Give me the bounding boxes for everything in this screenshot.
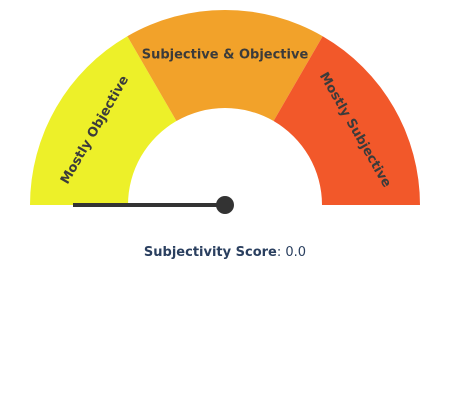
gauge-needle-hub [216, 196, 234, 214]
score-label: Subjectivity Score [143, 245, 277, 260]
segment-subjective-objective [127, 9, 323, 122]
segment-mostly-objective [30, 36, 177, 206]
segment-mostly-subjective [273, 36, 420, 206]
score-value: 0.0 [285, 245, 307, 260]
label-subjective-objective: Subjective & Objective [142, 48, 309, 63]
score-readout: Subjectivity Score: 0.0 [0, 245, 450, 260]
score-separator: : [276, 245, 286, 260]
